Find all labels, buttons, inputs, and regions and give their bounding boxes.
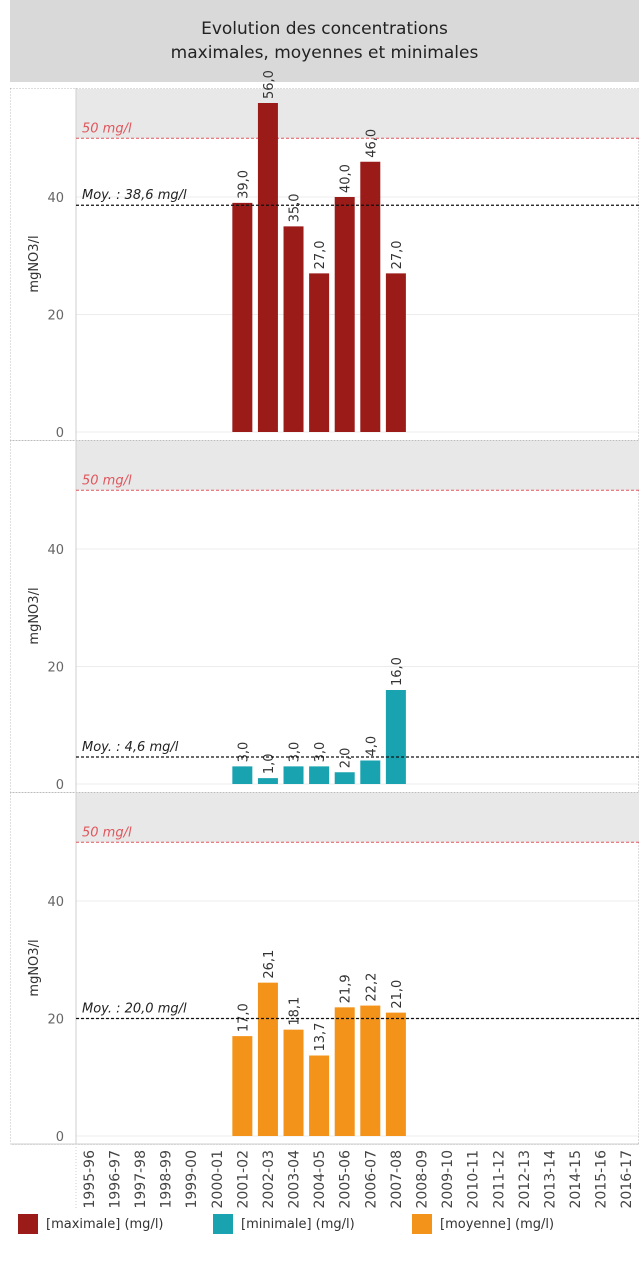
bar-value-label: 4,0 [364,736,379,757]
bar [385,273,406,432]
y-tick-label: 40 [47,895,64,910]
threshold-band-0 [76,89,639,139]
legend-swatch-minimale [213,1214,233,1234]
x-tick-label: 1999-00 [184,1150,200,1209]
x-tick-label: 2005-06 [338,1150,354,1209]
x-tick-label: 2013-14 [542,1150,558,1209]
title-line-2: maximales, moyennes et minimales [170,43,479,63]
chart-header: Evolution des concentrations maximales, … [10,0,639,82]
bar-value-label: 46,0 [364,129,379,158]
x-tick-label: 2010-11 [466,1150,482,1209]
legend-item-maximale[interactable]: [maximale] (mg/l) [18,1214,164,1234]
x-tick-label: 2016-17 [619,1150,635,1209]
bar [334,197,355,432]
threshold-label: 50 mg/l [82,473,132,488]
bar [283,226,304,432]
bar-value-label: 21,9 [339,974,354,1003]
threshold-band-2 [76,793,639,843]
bar-value-label: 27,0 [390,240,405,269]
bar-value-label: 16,0 [390,657,405,686]
bar-value-label: 27,0 [313,240,328,269]
x-tick-label: 2000-01 [210,1150,226,1209]
x-tick-label: 2001-02 [235,1150,251,1209]
bar-value-label: 56,0 [262,70,277,99]
bar [385,690,406,784]
legend-swatch-maximale [18,1214,38,1234]
bar [334,772,355,784]
legend-item-moyenne[interactable]: [moyenne] (mg/l) [412,1214,554,1234]
bar [283,1029,304,1136]
bar-value-label: 18,1 [288,997,303,1026]
bar [232,202,253,432]
x-tick-label: 1995-96 [82,1150,98,1209]
legend-label-maximale: [maximale] (mg/l) [46,1216,164,1232]
bar-value-label: 40,0 [339,164,354,193]
x-tick-label: 2008-09 [414,1150,430,1209]
bar-value-label: 22,2 [364,973,379,1002]
bar-value-label: 1,0 [262,753,277,774]
bar [334,1007,355,1136]
x-tick-label: 2015-16 [594,1150,610,1209]
legend-label-minimale: [minimale] (mg/l) [241,1216,355,1232]
bar-value-label: 35,0 [288,193,303,222]
mean-label: Moy. : 4,6 mg/l [82,740,179,755]
bar [309,1055,330,1136]
x-tick-label: 2014-15 [568,1150,584,1209]
threshold-label: 50 mg/l [82,121,132,136]
x-tick-label: 1996-97 [107,1150,123,1209]
threshold-band-1 [76,441,639,491]
bar [309,273,330,432]
y-tick-label: 20 [47,309,64,324]
bar [360,161,381,432]
bar-value-label: 3,0 [288,742,303,763]
y-axis-label: mgNO3/l [27,587,42,644]
chart-area: 0 20 40 mgNO3/l 50 mg/l 39,0 56,0 35,0 27,0 40,0 4… [10,70,639,1210]
y-axis-label: mgNO3/l [27,235,42,292]
legend-item-minimale[interactable]: [minimale] (mg/l) [213,1214,355,1234]
x-tick-label: 2003-04 [287,1150,303,1209]
bar [309,766,330,784]
bar-value-label: 39,0 [236,170,251,199]
x-tick-label: 2002-03 [261,1150,277,1209]
x-tick-label: 2006-07 [363,1150,379,1209]
x-tick-label: 2004-05 [312,1150,328,1209]
y-tick-label: 0 [56,1130,64,1145]
title-line-1: Evolution des concentrations [201,19,448,39]
bar-value-label: 2,0 [339,748,354,769]
bar [283,766,304,784]
bar [232,1036,253,1136]
x-tick-label: 2009-10 [440,1150,456,1209]
bar [385,1012,406,1136]
bar [360,760,381,784]
y-tick-label: 0 [56,778,64,793]
y-axis-label: mgNO3/l [27,939,42,996]
mean-label: Moy. : 20,0 mg/l [82,1002,187,1017]
bar-value-label: 26,1 [262,950,277,979]
x-tick-label: 2007-08 [389,1150,405,1209]
bar [257,982,278,1136]
bar-value-label: 21,0 [390,980,405,1009]
bar-value-label: 3,0 [313,742,328,763]
bar-value-label: 3,0 [236,742,251,763]
y-tick-label: 0 [56,426,64,441]
bar [257,103,278,432]
bar [232,766,253,784]
bar [257,778,278,784]
bar-value-label: 17,0 [236,1003,251,1032]
y-tick-label: 20 [47,1013,64,1028]
y-tick-label: 40 [47,543,64,558]
bar-value-label: 13,7 [313,1023,328,1052]
mean-label: Moy. : 38,6 mg/l [82,188,187,203]
y-tick-label: 40 [47,191,64,206]
bar [360,1005,381,1136]
legend: [maximale] (mg/l) [minimale] (mg/l) [moy… [0,1214,639,1250]
x-tick-label: 2011-12 [491,1150,507,1209]
x-tick-label: 1998-99 [159,1150,175,1209]
legend-label-moyenne: [moyenne] (mg/l) [440,1216,555,1232]
x-tick-label: 2012-13 [517,1150,533,1209]
legend-swatch-moyenne [412,1214,432,1234]
threshold-label: 50 mg/l [82,825,132,840]
x-tick-label: 1997-98 [133,1150,149,1209]
y-tick-label: 20 [47,661,64,676]
